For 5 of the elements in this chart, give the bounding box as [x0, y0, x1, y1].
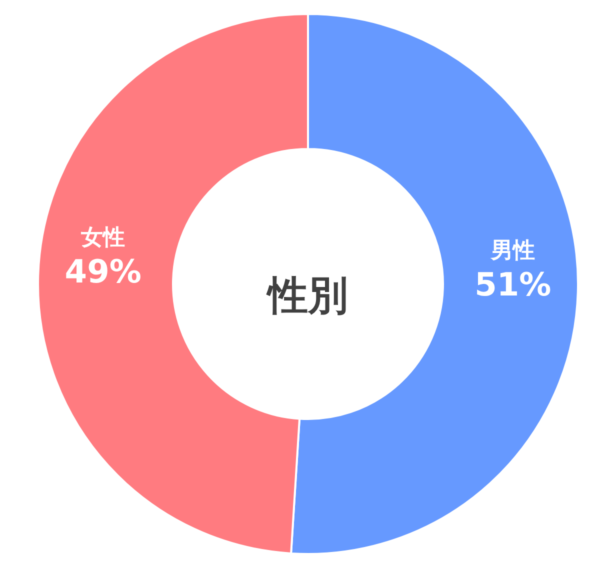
- slice-label: 女性: [80, 226, 126, 251]
- data-label: 49%: [64, 252, 142, 291]
- text: 性別: [266, 273, 348, 319]
- slice-label: 男性: [490, 238, 535, 264]
- data-label: 51%: [474, 265, 552, 304]
